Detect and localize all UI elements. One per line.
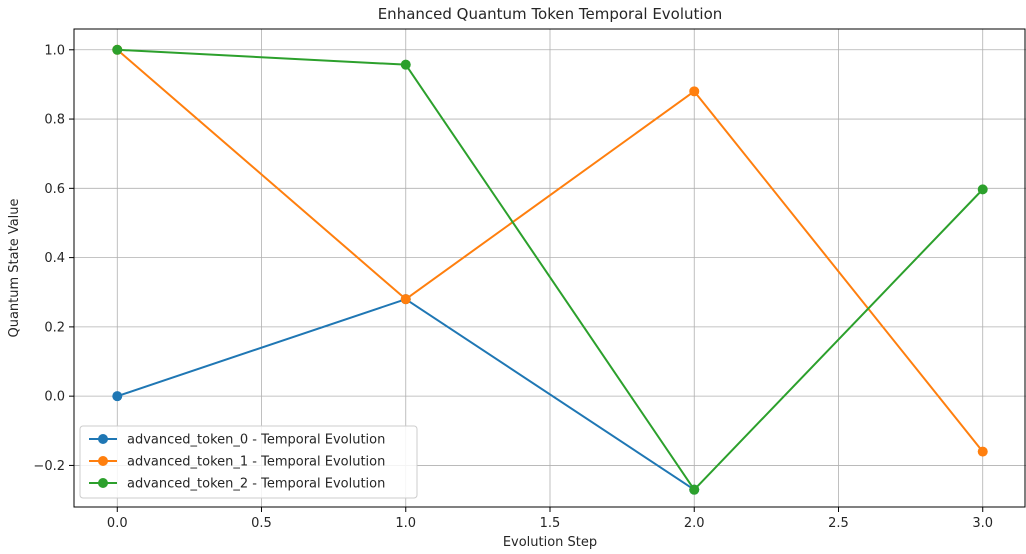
data-point bbox=[977, 184, 988, 195]
y-tick-label: 0.4 bbox=[44, 251, 65, 266]
x-axis-title: Evolution Step bbox=[503, 535, 597, 550]
x-tick-label: 2.0 bbox=[684, 516, 705, 531]
legend-marker bbox=[98, 456, 108, 466]
y-axis-ticks: −0.2 0.0 0.2 0.4 0.6 0.8 1.0 bbox=[33, 43, 74, 474]
x-tick-label: 3.0 bbox=[972, 516, 993, 531]
legend-label: advanced_token_0 - Temporal Evolution bbox=[127, 433, 385, 448]
legend-label: advanced_token_2 - Temporal Evolution bbox=[127, 477, 385, 492]
chart-title: Enhanced Quantum Token Temporal Evolutio… bbox=[378, 5, 723, 23]
x-tick-label: 2.5 bbox=[828, 516, 849, 531]
data-point bbox=[689, 86, 700, 97]
y-tick-label: 1.0 bbox=[44, 43, 65, 58]
x-tick-label: 1.5 bbox=[540, 516, 561, 531]
x-tick-label: 0.5 bbox=[251, 516, 272, 531]
legend: advanced_token_0 - Temporal Evolution adv… bbox=[79, 425, 418, 499]
legend-marker bbox=[98, 434, 108, 444]
legend-item: advanced_token_1 - Temporal Evolution bbox=[89, 455, 385, 470]
legend-marker bbox=[98, 478, 108, 488]
x-axis-ticks: 0.0 0.5 1.0 1.5 2.0 2.5 3.0 bbox=[107, 507, 993, 531]
legend-box bbox=[79, 425, 418, 499]
data-point bbox=[400, 294, 411, 305]
y-tick-label: 0.0 bbox=[44, 390, 65, 405]
data-point bbox=[112, 44, 123, 55]
legend-label: advanced_token_1 - Temporal Evolution bbox=[127, 455, 385, 470]
y-tick-label: 0.2 bbox=[44, 320, 65, 335]
plot-frame bbox=[73, 28, 1026, 508]
grid bbox=[74, 29, 1026, 507]
legend-item: advanced_token_2 - Temporal Evolution bbox=[89, 477, 385, 492]
x-tick-label: 0.0 bbox=[107, 516, 128, 531]
series-line bbox=[116, 49, 984, 453]
series-layer bbox=[112, 44, 988, 495]
y-tick-label: 0.6 bbox=[44, 182, 65, 197]
data-point bbox=[977, 446, 988, 457]
legend-item: advanced_token_0 - Temporal Evolution bbox=[89, 433, 385, 448]
series-line bbox=[117, 48, 984, 491]
y-tick-label: 0.8 bbox=[44, 113, 65, 128]
y-axis-title: Quantum State Value bbox=[7, 198, 22, 337]
data-point bbox=[112, 391, 123, 402]
x-tick-label: 1.0 bbox=[395, 516, 416, 531]
y-tick-label: −0.2 bbox=[33, 459, 65, 474]
data-point bbox=[689, 484, 700, 495]
data-point bbox=[400, 59, 411, 70]
series-2 bbox=[112, 44, 988, 495]
